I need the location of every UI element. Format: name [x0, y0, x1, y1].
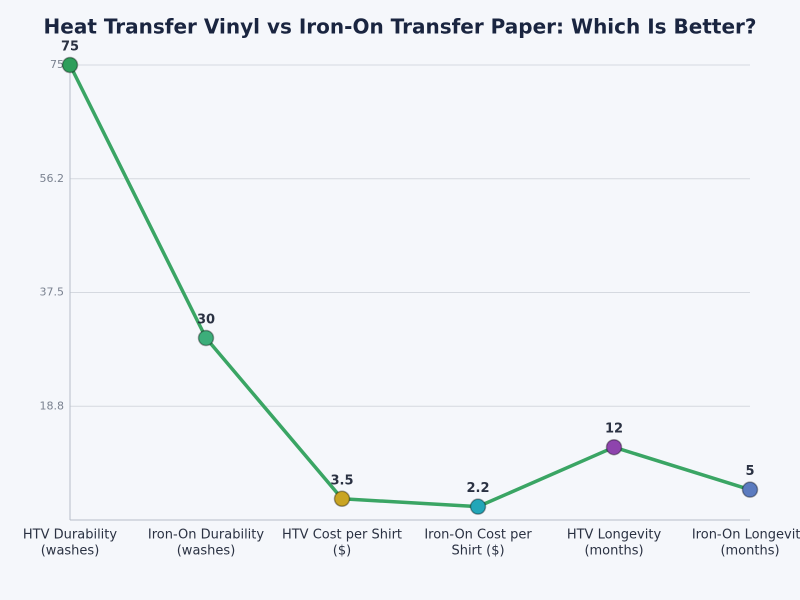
x-tick-label: (washes) [41, 544, 100, 559]
value-label: 30 [197, 313, 215, 328]
x-tick-label: HTV Longevity [567, 528, 662, 543]
x-tick-label: (months) [584, 544, 643, 559]
value-label: 12 [605, 422, 623, 437]
y-tick-label: 75 [50, 58, 64, 71]
x-tick-label: Iron-On Cost per [424, 528, 532, 543]
y-tick-label: 56.2 [40, 172, 65, 185]
x-tick-label: HTV Cost per Shirt [282, 528, 402, 543]
chart-title: Heat Transfer Vinyl vs Iron-On Transfer … [44, 15, 757, 39]
value-label: 3.5 [330, 473, 353, 488]
x-tick-label: Shirt ($) [451, 544, 504, 559]
value-label: 5 [745, 464, 754, 479]
value-label: 75 [61, 40, 79, 55]
x-tick-label: (washes) [177, 544, 236, 559]
x-tick-label: (months) [720, 544, 779, 559]
y-tick-label: 37.5 [40, 286, 65, 299]
y-tick-label: 18.8 [40, 399, 65, 412]
point [61, 56, 79, 74]
x-tick-label: HTV Durability [23, 528, 117, 543]
point [469, 498, 487, 515]
point [333, 490, 351, 508]
point [741, 481, 759, 498]
x-tick-label: ($) [333, 544, 351, 559]
point [197, 329, 215, 347]
point [605, 438, 623, 456]
x-tick-label: Iron-On Durability [148, 528, 264, 543]
value-label: 2.2 [466, 481, 489, 496]
x-tick-label: Iron-On Longevity [692, 528, 800, 543]
line [68, 64, 751, 509]
